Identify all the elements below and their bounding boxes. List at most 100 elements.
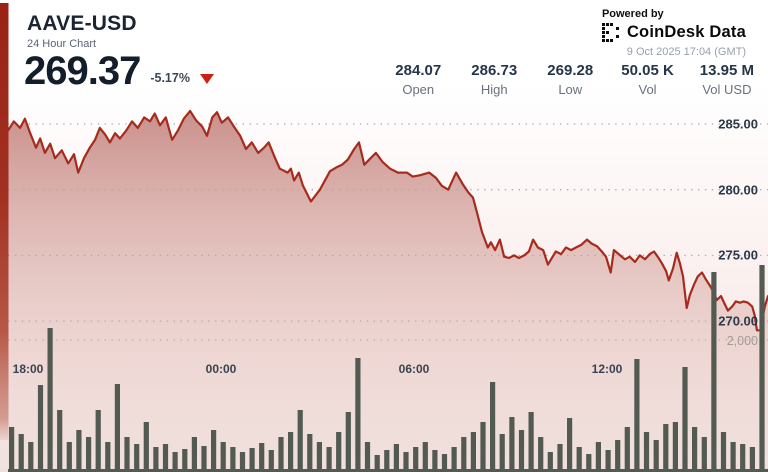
volume-bar xyxy=(66,442,72,472)
stat-low-value: 269.28 xyxy=(547,62,594,79)
volume-bar xyxy=(509,417,515,472)
stat-open: 284.07 Open xyxy=(393,62,443,97)
volume-bar xyxy=(191,437,197,472)
coindesk-logo-icon xyxy=(601,23,619,42)
volume-bar xyxy=(355,358,361,472)
volume-bar xyxy=(586,454,592,472)
volume-bar xyxy=(37,385,44,472)
volume-bar xyxy=(624,427,630,472)
volume-bar xyxy=(393,444,399,472)
volume-bar xyxy=(749,447,755,472)
volume-bar xyxy=(547,452,553,472)
down-arrow-icon xyxy=(199,74,214,84)
volume-bar xyxy=(595,442,601,472)
x-axis-time-label: 06:00 xyxy=(398,362,430,376)
chart-header: AAVE-USD 24 Hour Chart xyxy=(27,12,137,50)
volume-bar xyxy=(422,442,428,472)
coindesk-data-brand: CoinDesk Data xyxy=(626,23,746,41)
powered-by-block: Powered by CoinDesk Data 9 Oct 2025 17:0… xyxy=(601,8,746,58)
volume-bar xyxy=(316,442,322,472)
stat-open-label: Open xyxy=(402,82,435,97)
chart-subtitle: 24 Hour Chart xyxy=(27,38,97,50)
volume-bar xyxy=(57,410,63,472)
volume-bar xyxy=(682,367,688,472)
volume-bar xyxy=(28,442,34,472)
volume-bar xyxy=(297,410,303,472)
volume-bar xyxy=(615,440,621,472)
x-axis-time-label: 12:00 xyxy=(591,362,623,376)
stat-low-label: Low xyxy=(558,82,583,97)
stat-high: 286.73 High xyxy=(469,62,519,97)
volume-bar xyxy=(239,452,246,472)
volume-bar xyxy=(692,427,698,472)
y-axis-price-label: 280.00 xyxy=(718,182,758,198)
chart-timestamp: 9 Oct 2025 17:04 (GMT) xyxy=(626,46,746,58)
volume-bar xyxy=(201,446,207,472)
y-axis-price-label: 270.00 xyxy=(718,313,758,329)
volume-bar xyxy=(172,452,178,472)
ohlc-stats-row: 284.07 Open 286.73 High 269.28 Low 50.05… xyxy=(393,62,754,97)
volume-bar xyxy=(307,434,313,472)
volume-bar xyxy=(576,447,582,472)
volume-bar xyxy=(441,454,448,472)
current-price-row: 269.37 -5.17% xyxy=(24,51,214,91)
volume-bar xyxy=(162,444,169,472)
x-axis-time-label: 18:00 xyxy=(12,362,44,376)
volume-bar xyxy=(143,422,149,472)
volume-bar xyxy=(47,328,53,472)
volume-bar xyxy=(490,382,496,472)
volume-bar xyxy=(663,424,669,472)
volume-bar xyxy=(499,434,505,472)
volume-bar xyxy=(374,455,380,472)
volume-bar xyxy=(730,442,736,472)
volume-bar xyxy=(480,422,486,472)
volume-bar xyxy=(364,442,371,472)
volume-bar xyxy=(268,450,274,472)
volume-bar xyxy=(413,447,419,472)
volume-bar xyxy=(538,437,544,472)
brand-row[interactable]: CoinDesk Data xyxy=(601,23,746,42)
volume-bar xyxy=(701,437,707,472)
volume-bar xyxy=(153,447,159,472)
volume-bar xyxy=(249,448,255,472)
volume-bar xyxy=(124,437,130,472)
volume-bar xyxy=(759,265,765,472)
volume-bar xyxy=(567,418,573,472)
stat-vol-usd: 13.95 M Vol USD xyxy=(700,62,754,97)
volume-bar xyxy=(182,449,188,472)
volume-bar xyxy=(18,434,24,472)
stat-high-label: High xyxy=(480,82,508,97)
x-axis-time-label: 00:00 xyxy=(205,362,237,376)
volume-bar xyxy=(740,444,746,472)
volume-bar xyxy=(720,432,727,472)
volume-bar xyxy=(86,437,92,472)
stat-vol-usd-value: 13.95 M xyxy=(699,62,754,79)
y-axis-volume-label: 2,000 xyxy=(726,334,758,348)
volume-bar xyxy=(95,410,101,472)
stat-vol: 50.05 K Vol xyxy=(621,62,674,97)
volume-bar xyxy=(643,432,650,472)
volume-bar xyxy=(451,447,457,472)
symbol-title: AAVE-USD xyxy=(27,12,137,35)
volume-bar xyxy=(336,432,342,472)
volume-bar xyxy=(134,444,140,472)
volume-bar xyxy=(9,427,15,472)
volume-bar xyxy=(711,272,717,472)
volume-bar xyxy=(634,359,640,472)
volume-bar xyxy=(653,440,659,472)
volume-bar xyxy=(345,412,351,472)
volume-bar xyxy=(470,432,476,472)
stat-vol-value: 50.05 K xyxy=(621,62,674,79)
volume-bar xyxy=(672,422,678,472)
stat-vol-label: Vol xyxy=(638,82,657,97)
volume-bar xyxy=(528,412,534,472)
volume-bar xyxy=(105,442,111,472)
y-axis-price-label: 275.00 xyxy=(718,247,758,263)
volume-bar xyxy=(76,430,82,472)
volume-baseline xyxy=(8,469,768,472)
price-change-percent: -5.17% xyxy=(150,71,190,85)
volume-bar xyxy=(259,443,265,472)
volume-bar xyxy=(403,452,409,472)
